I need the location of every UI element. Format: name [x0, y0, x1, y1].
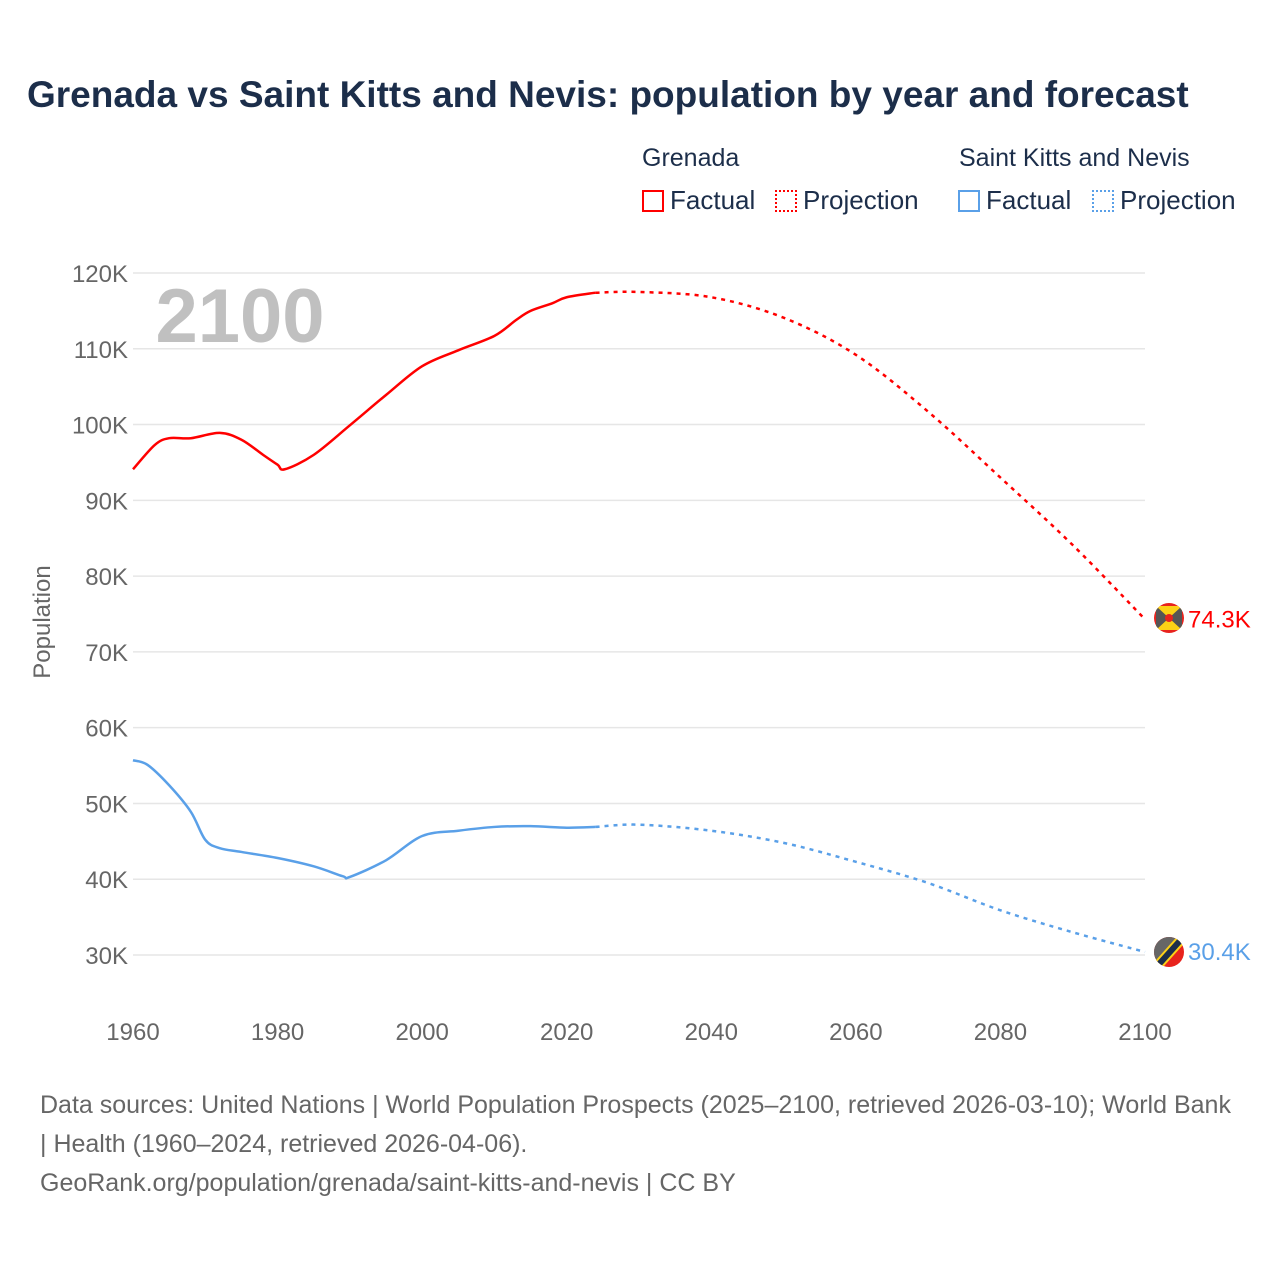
- y-tick-label: 70K: [85, 640, 128, 667]
- x-tick-label: 2080: [974, 1019, 1027, 1046]
- y-tick-label: 50K: [85, 791, 128, 818]
- chart-title: Grenada vs Saint Kitts and Nevis: popula…: [27, 74, 1189, 115]
- saint-kitts-and-nevis-factual-line: [132, 759, 596, 880]
- grenada-end-label: 74.3K: [1188, 606, 1251, 633]
- x-tick-label: 2020: [540, 1019, 593, 1046]
- legend-grenada-projection[interactable]: Projection: [775, 185, 919, 216]
- x-tick-label: 2000: [395, 1019, 448, 1046]
- y-axis-label: Population: [29, 565, 56, 678]
- y-tick-label: 40K: [85, 867, 128, 894]
- legend-swatch: [1092, 189, 1114, 212]
- saint-kitts-and-nevis-end-label: 30.4K: [1188, 939, 1251, 966]
- y-tick-label: 80K: [85, 564, 128, 591]
- footer: Data sources: United Nations | World Pop…: [40, 1086, 1240, 1203]
- legend-grenada-factual[interactable]: Factual: [642, 185, 755, 216]
- legend-swatch: [642, 189, 664, 212]
- y-tick-label: 120K: [72, 261, 128, 288]
- grenada-projection-line: [595, 290, 1146, 621]
- grenada-flag-icon: [1154, 603, 1184, 633]
- year-overlay: 2100: [155, 274, 324, 359]
- y-tick-label: 100K: [72, 413, 128, 440]
- legend-group-grenada: Grenada: [642, 144, 740, 172]
- y-tick-label: 30K: [85, 943, 128, 970]
- x-tick-label: 1960: [106, 1019, 159, 1046]
- x-tick-label: 2060: [829, 1019, 882, 1046]
- legend-label: Factual: [986, 185, 1072, 215]
- legend-group-skn: Saint Kitts and Nevis: [959, 144, 1190, 172]
- y-tick-label: 60K: [85, 716, 128, 743]
- legend-swatch: [958, 189, 980, 212]
- y-tick-label: 90K: [85, 488, 128, 515]
- saint-kitts-and-nevis-flag-icon: [1154, 937, 1184, 967]
- y-tick-label: 110K: [74, 337, 128, 364]
- saint-kitts-and-nevis-projection-line: [595, 823, 1146, 954]
- data-sources: Data sources: United Nations | World Pop…: [40, 1091, 1231, 1158]
- legend-skn-projection[interactable]: Projection: [1092, 185, 1236, 216]
- legend-label: Projection: [803, 185, 919, 215]
- legend-skn-factual[interactable]: Factual: [958, 185, 1071, 216]
- x-tick-label: 1980: [251, 1019, 304, 1046]
- grenada-factual-line: [132, 291, 596, 471]
- x-tick-label: 2100: [1118, 1019, 1171, 1046]
- legend-label: Projection: [1120, 185, 1236, 215]
- source-link[interactable]: GeoRank.org/population/grenada/saint-kit…: [40, 1169, 736, 1197]
- x-tick-label: 2040: [685, 1019, 738, 1046]
- legend-label: Factual: [670, 185, 756, 215]
- legend-swatch: [775, 189, 797, 212]
